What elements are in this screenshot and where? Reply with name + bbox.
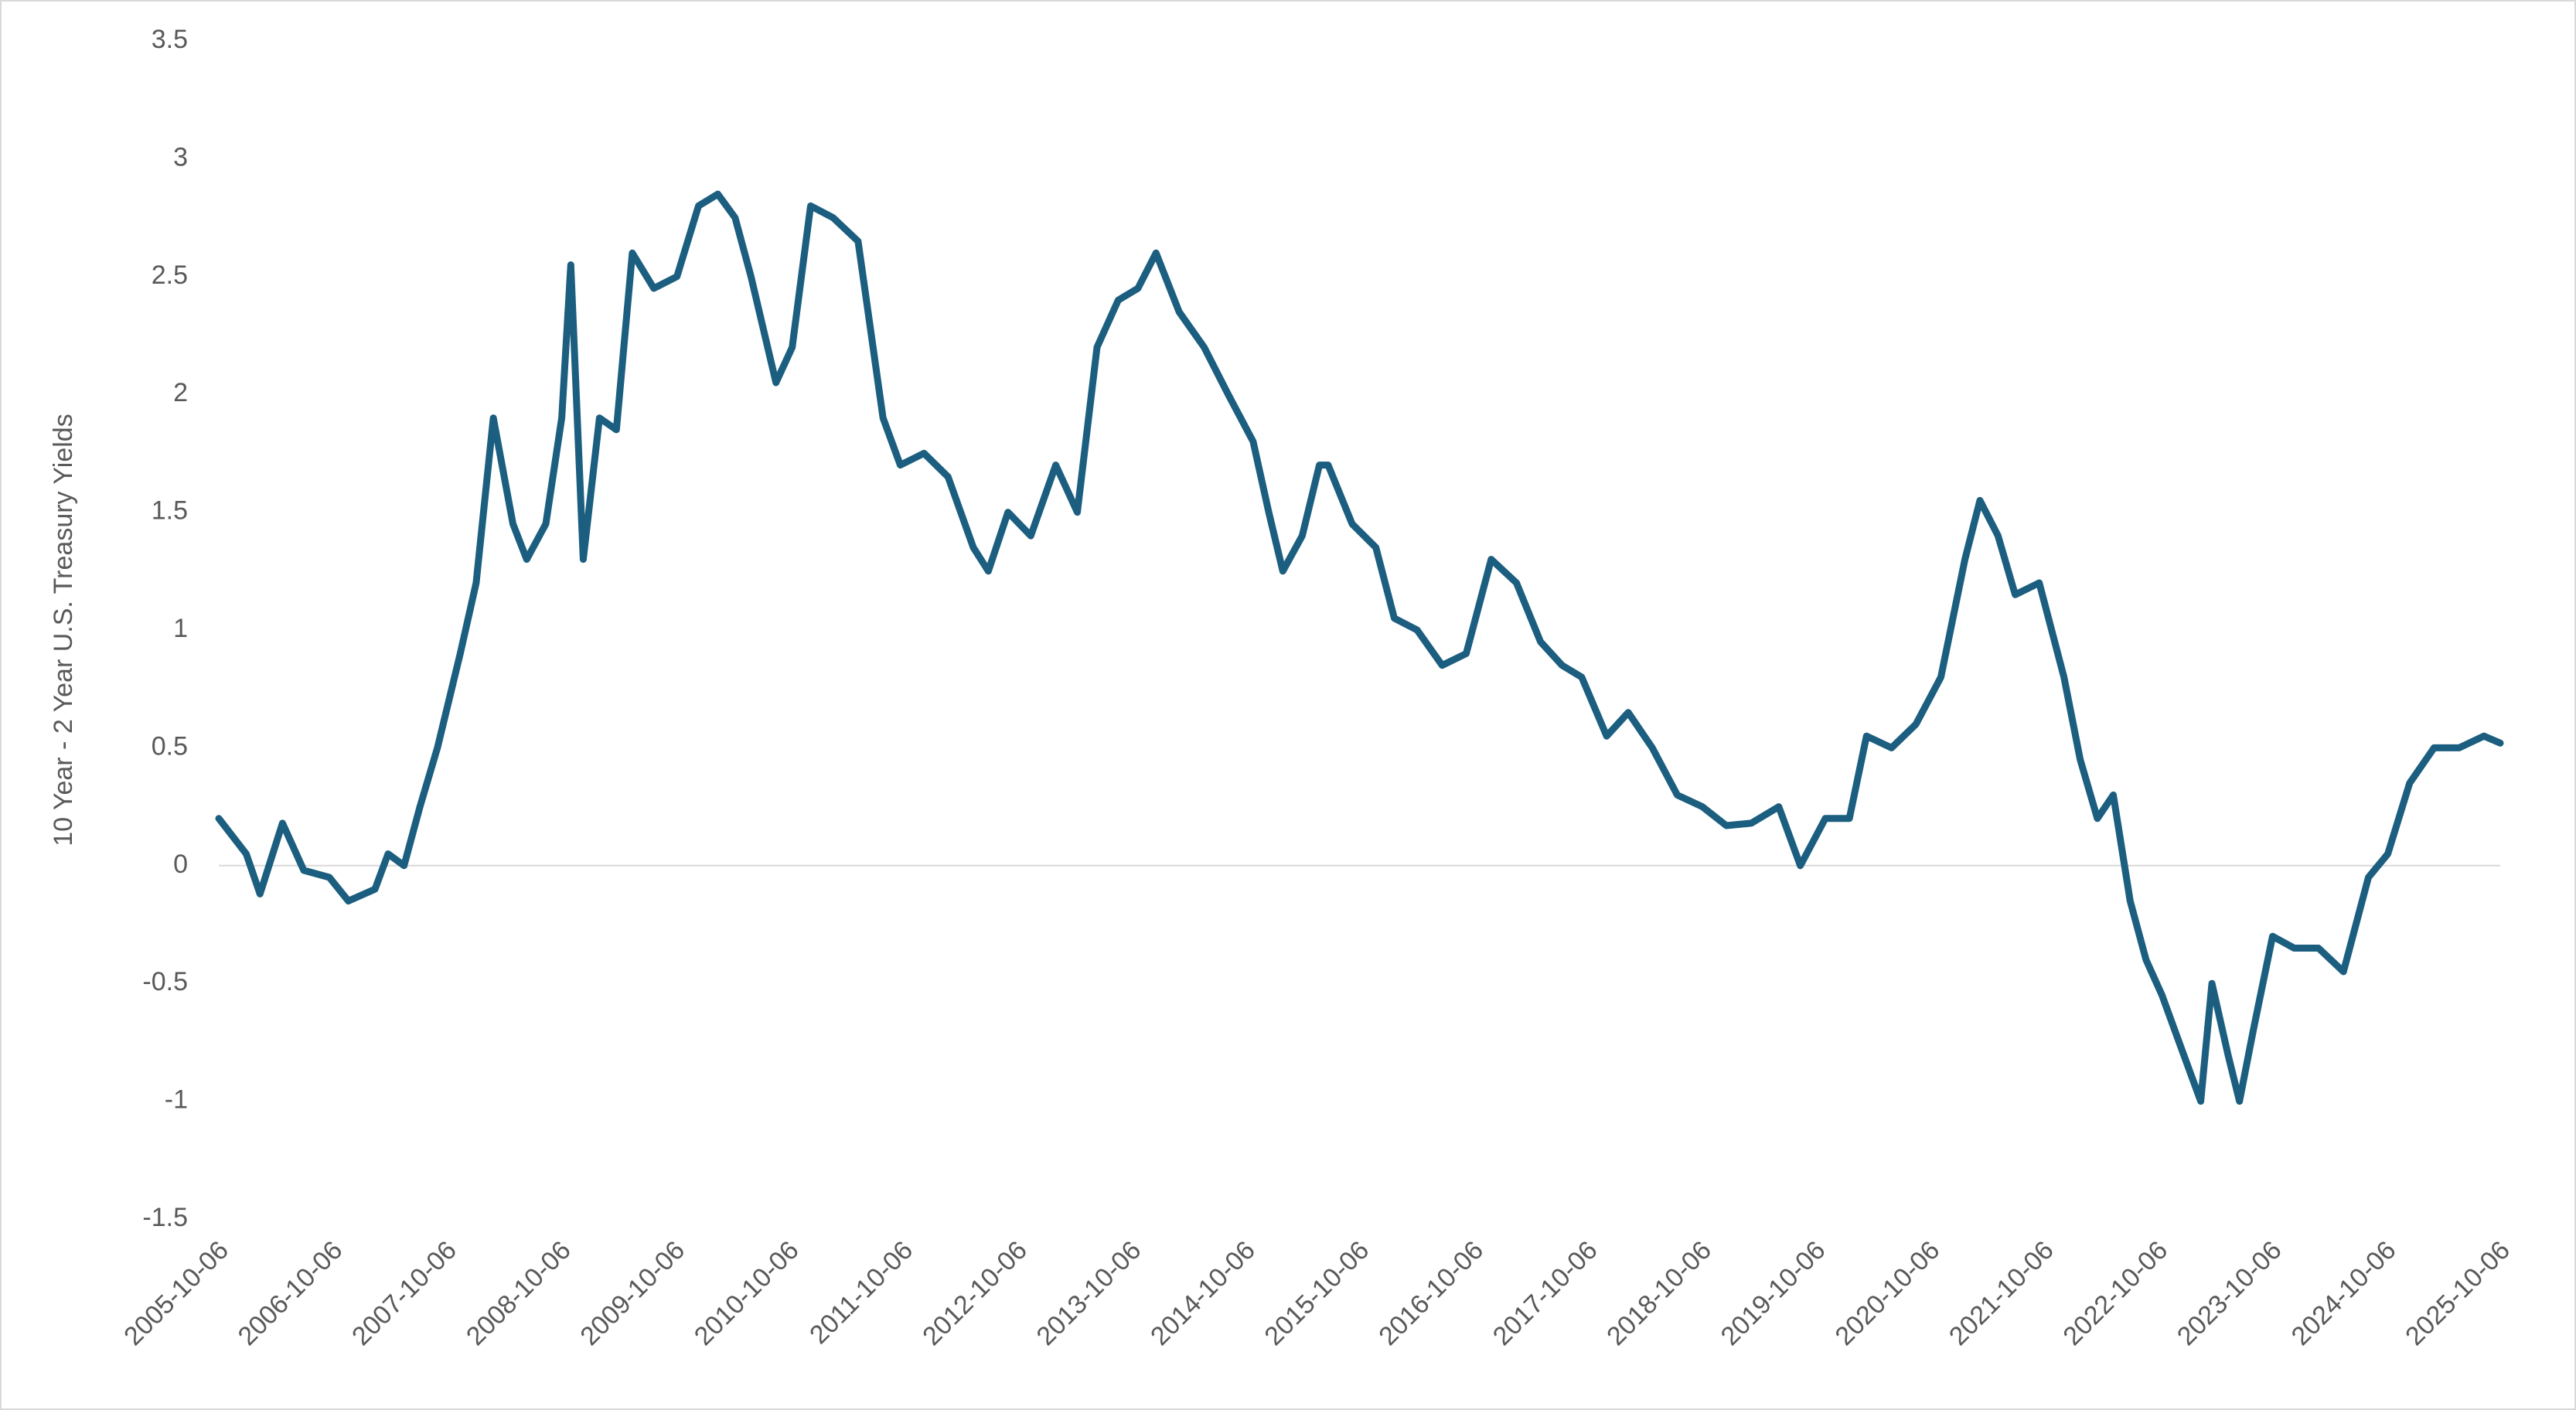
y-tick-label: -1.5 xyxy=(142,1203,188,1232)
y-axis-label: 10 Year - 2 Year U.S. Treasury Yields xyxy=(49,414,78,846)
data-line xyxy=(215,190,2504,1105)
y-tick-label: 0 xyxy=(173,850,188,879)
y-tick-label: 3.5 xyxy=(152,25,188,54)
y-tick-label: -1 xyxy=(165,1085,188,1115)
y-tick-label: 1.5 xyxy=(152,496,188,526)
y-tick-label: -0.5 xyxy=(142,967,188,996)
y-tick-label: 2 xyxy=(173,378,188,407)
y-tick-label: 2.5 xyxy=(152,261,188,290)
y-tick-label: 0.5 xyxy=(152,731,188,761)
y-tick-label: 3 xyxy=(173,142,188,172)
y-tick-label: 1 xyxy=(173,614,188,643)
